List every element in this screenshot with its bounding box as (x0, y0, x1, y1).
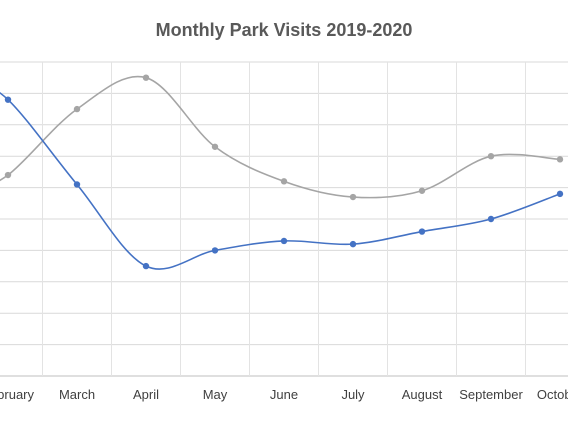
x-tick-august: August (402, 387, 443, 402)
series-layer (0, 74, 564, 270)
x-tick-july: July (341, 387, 365, 402)
series-1-line (0, 92, 561, 270)
series-1-point-february (4, 96, 12, 103)
series-2-point-may (211, 143, 219, 150)
series-2-point-june (280, 178, 288, 185)
chart-title: Monthly Park Visits 2019-2020 (155, 20, 413, 40)
x-tick-march: March (59, 387, 95, 402)
x-tick-february: February (0, 387, 35, 402)
horizontal-gridlines (0, 61, 568, 377)
x-tick-may: May (203, 387, 228, 402)
series-1-point-october (556, 190, 564, 198)
series-1-point-march (73, 181, 81, 188)
series-2 (0, 74, 564, 201)
series-1-point-may (211, 247, 219, 254)
series-2-point-august (418, 187, 426, 194)
series-2-point-february (4, 171, 12, 179)
series-1 (0, 92, 564, 270)
series-2-line (0, 75, 561, 199)
series-2-point-september (487, 153, 495, 160)
series-2-point-march (73, 105, 81, 113)
vertical-gridlines (42, 62, 526, 376)
series-1-point-september (487, 215, 495, 223)
series-1-point-august (418, 228, 426, 235)
x-tick-september: September (459, 387, 523, 402)
x-tick-october: October (537, 387, 568, 402)
x-tick-june: June (270, 387, 298, 402)
x-tick-labels: February March April May June July August Septe… (0, 387, 568, 402)
series-2-point-april (142, 74, 150, 81)
x-tick-april: April (133, 387, 159, 402)
series-1-point-june (280, 237, 288, 245)
series-1-point-july (349, 240, 357, 248)
series-2-point-july (349, 193, 357, 201)
series-1-point-april (142, 262, 150, 270)
series-2-point-october (556, 156, 564, 163)
